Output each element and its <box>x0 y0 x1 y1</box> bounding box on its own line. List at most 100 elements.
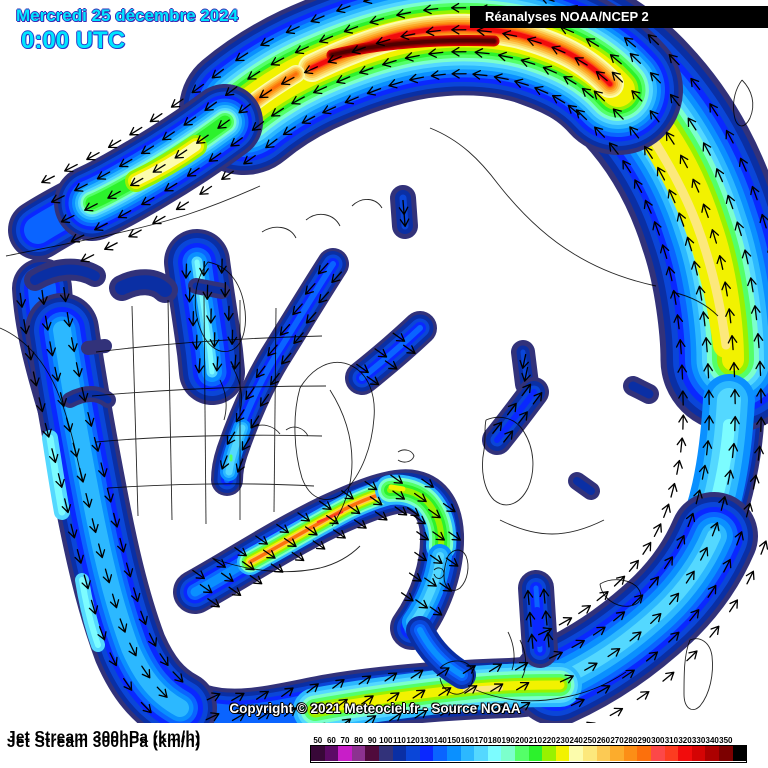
wind-arrow <box>359 65 374 75</box>
legend-swatch <box>596 746 611 761</box>
left-band-core2-contour <box>79 577 101 648</box>
wind-arrow <box>119 158 133 168</box>
wind-arrow <box>409 73 425 84</box>
wind-arrow <box>20 319 30 335</box>
wind-arrow <box>59 287 70 303</box>
wind-arrow <box>440 707 454 716</box>
coastline <box>5 185 261 257</box>
wind-arrow <box>343 24 359 34</box>
wind-arrow <box>48 448 59 464</box>
legend-swatch <box>678 746 693 761</box>
wind-arrow <box>520 57 536 67</box>
wind-arrow <box>110 512 121 528</box>
legend-swatch <box>501 746 516 761</box>
wind-arrow <box>297 512 311 522</box>
legend-value-label: 170 <box>474 736 488 745</box>
wind-arrow <box>745 570 755 585</box>
wind-arrow <box>64 163 78 173</box>
wind-arrow <box>213 558 226 568</box>
wind-arrow <box>759 213 768 229</box>
wind-arrow <box>622 669 635 679</box>
wind-arrow <box>424 577 437 587</box>
wind-arrow <box>629 126 640 139</box>
wind-arrow <box>584 662 598 672</box>
atlantic-jet-red-contour <box>316 510 344 524</box>
coastlines <box>0 79 754 710</box>
wind-arrow <box>595 70 608 82</box>
wind-arrow <box>149 113 163 123</box>
wind-arrow <box>636 690 650 701</box>
wind-arrow <box>396 9 412 19</box>
wind-arrow <box>517 702 531 711</box>
wind-arrow <box>563 76 577 85</box>
wind-arrow <box>684 236 695 252</box>
wind-arrow <box>117 209 132 219</box>
legend-swatch <box>447 746 462 761</box>
wind-arrow <box>258 710 271 720</box>
wind-arrow <box>515 662 529 671</box>
wind-arrow <box>351 45 366 55</box>
wind-arrow <box>67 523 78 539</box>
legend-value-label: 110 <box>392 736 406 745</box>
wind-arrow <box>164 182 178 192</box>
wind-arrow <box>665 131 675 145</box>
wind-arrow <box>162 131 175 141</box>
wind-arrow <box>399 211 410 228</box>
wind-arrow <box>141 196 155 206</box>
legend-value-label: 340 <box>705 736 719 745</box>
wind-arrow <box>631 594 644 606</box>
wind-arrow <box>281 352 292 365</box>
wind-arrow <box>73 362 83 378</box>
wind-arrow <box>63 312 74 328</box>
wind-arrow <box>220 282 231 298</box>
wind-arrow <box>609 707 624 717</box>
wind-arrow <box>413 515 426 525</box>
model-source-banner: Réanalyses NOAA/NCEP 2 <box>470 6 768 28</box>
wind-arrow <box>317 262 329 275</box>
nw-patch-4-contour <box>81 339 112 355</box>
wind-arrow <box>98 462 108 478</box>
wind-arrow <box>741 249 752 265</box>
wind-arrow <box>669 93 680 107</box>
coastline <box>273 307 277 513</box>
wind-arrow <box>192 569 205 580</box>
wind-arrow <box>710 521 720 537</box>
wind-arrow <box>95 543 106 559</box>
wind-arrow <box>196 134 209 144</box>
legend-value-label: 60 <box>326 736 336 745</box>
wind-arrow <box>276 523 289 534</box>
wind-arrow <box>70 233 85 243</box>
wind-arrow <box>336 3 351 14</box>
wind-arrow <box>678 390 688 406</box>
wind-arrow <box>465 704 479 714</box>
wind-arrow <box>251 121 265 131</box>
wind-arrow <box>665 266 676 282</box>
wind-arrow <box>622 160 632 174</box>
wind-arrow <box>82 492 93 508</box>
wind-arrow <box>42 422 52 438</box>
wind-arrow <box>175 201 190 211</box>
legend-value-label: 90 <box>367 736 377 745</box>
wind-arrow <box>506 402 517 416</box>
wind-arrow <box>673 459 683 475</box>
wind-arrow <box>474 48 490 58</box>
wind-arrow <box>709 625 720 638</box>
wind-arrow <box>313 85 328 95</box>
wind-arrow <box>633 179 643 193</box>
wind-arrow <box>400 30 416 41</box>
wind-arrow <box>724 469 734 485</box>
wind-arrow <box>140 145 155 155</box>
legend-swatch <box>419 746 434 761</box>
wind-arrow <box>304 283 316 295</box>
wind-arrow <box>247 70 261 80</box>
wind-arrow <box>356 363 369 374</box>
wind-arrow <box>521 366 531 382</box>
wind-arrow <box>310 14 325 24</box>
wind-arrow <box>414 709 428 719</box>
wind-arrow <box>664 556 674 570</box>
wind-arrow <box>374 348 388 358</box>
wind-arrow <box>235 458 245 473</box>
wind-arrow <box>448 531 461 541</box>
wind-arrow <box>174 149 188 159</box>
